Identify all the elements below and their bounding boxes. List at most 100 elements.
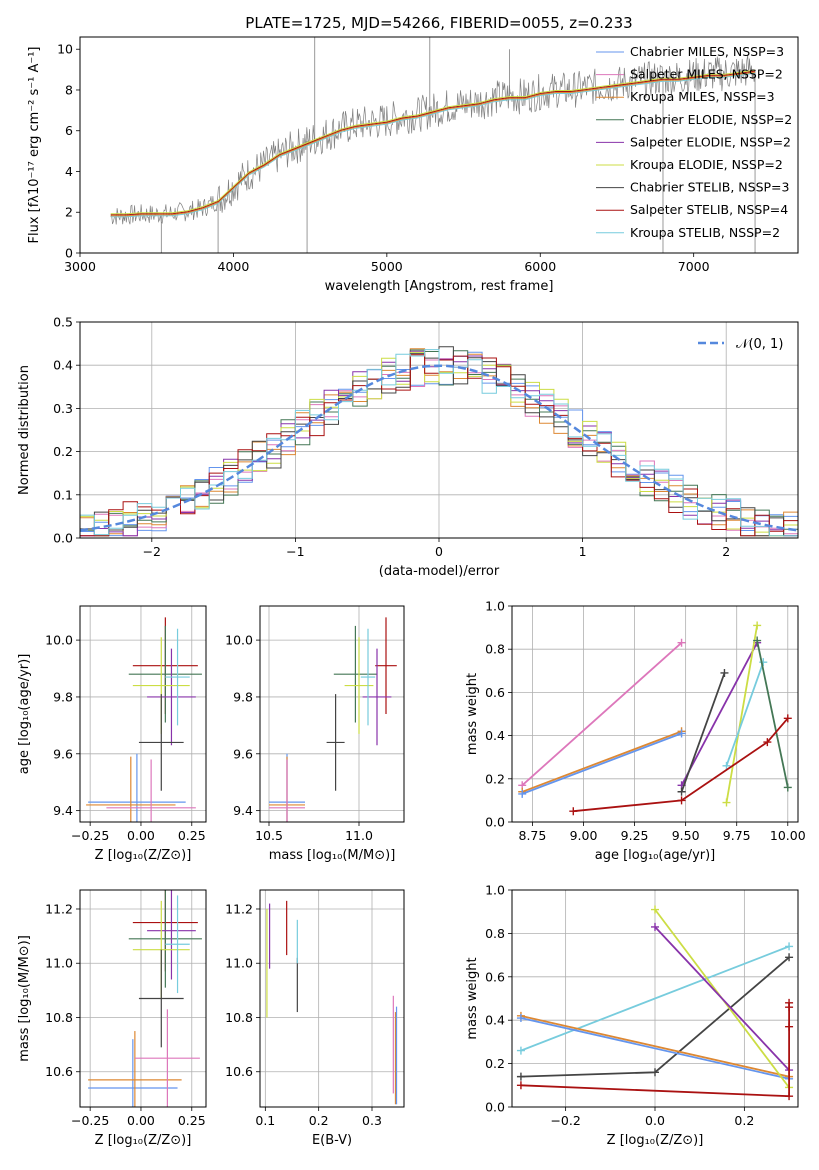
x-axis-label: mass [log₁₀(M/M⊙)] [269, 848, 396, 863]
x-tick-label: 7000 [678, 259, 710, 274]
data-point [326, 694, 345, 791]
data-point [147, 648, 196, 746]
x-tick-label: 9.75 [723, 828, 751, 843]
plot-area [516, 905, 794, 1101]
x-axis-label: E(B-V) [312, 1133, 352, 1148]
data-spectrum-line [110, 54, 756, 225]
y-tick-label: 1.0 [485, 883, 505, 898]
y-tick-label: 2 [65, 205, 73, 220]
y-axis-label: Normed distribution [17, 365, 32, 495]
x-tick-label: 8.75 [519, 828, 547, 843]
chart-mass-vs-EBV: 0.1 0.2 0.3 10.6 10.8 11.0 11.2 E(B-V) [225, 889, 405, 1148]
weight-marker [518, 789, 527, 798]
data-point [128, 890, 202, 988]
legend-entry: Chabrier STELIB, NSSP=3 [630, 180, 790, 195]
x-axis-label: Z [log₁₀(Z/Z⊙)] [95, 1133, 192, 1148]
chart-age-vs-Z: −0.25 0.00 0.25 9.4 9.6 9.8 10.0 Z [log₁₀(Z/Z⊙)… [17, 605, 207, 863]
y-tick-label: 10.8 [225, 1010, 253, 1025]
legend-entry: Kroupa STELIB, NSSP=2 [630, 225, 780, 240]
axes-frame [511, 605, 799, 823]
plot-area [518, 621, 792, 816]
data-point [128, 625, 202, 723]
gaussian-curve [80, 364, 798, 532]
data-point [344, 637, 374, 734]
residual-histogram [80, 349, 798, 537]
x-tick-label: −0.2 [550, 1113, 580, 1128]
y-tick-label: 0.6 [485, 685, 505, 700]
legend-entry: 𝒩(0, 1) [736, 337, 783, 352]
weight-marker [516, 1046, 525, 1055]
weight-line [520, 945, 790, 1052]
model-spectrum-line [110, 69, 756, 215]
weight-marker [753, 636, 762, 645]
legend-entry: Kroupa MILES, NSSP=3 [630, 89, 775, 104]
weight-line [521, 730, 682, 793]
y-axis-label: mass [log₁₀(M/M⊙)] [17, 935, 32, 1062]
y-tick-label: 9.4 [233, 803, 253, 818]
weight-marker [516, 1072, 525, 1081]
weight-line [680, 642, 758, 786]
x-tick-label: −2 [143, 544, 161, 559]
data-point [88, 1031, 182, 1107]
y-tick-label: 10.8 [45, 1010, 73, 1025]
data-point [86, 756, 176, 822]
weight-marker [569, 807, 578, 816]
y-tick-label: 0.0 [485, 815, 505, 830]
x-tick-label: 0.2 [309, 1113, 329, 1128]
y-tick-label: 0 [65, 246, 73, 261]
weight-marker [785, 1092, 794, 1101]
y-tick-label: 0.4 [485, 1013, 505, 1028]
y-tick-label: 8 [65, 82, 73, 97]
plot-area [88, 890, 202, 1107]
chart-weight-vs-Z: −0.2 0.0 0.2 0.0 0.2 0.4 0.6 0.8 1.0 Z [log₁₀(Z/Z… [465, 883, 799, 1148]
x-tick-label: 6000 [524, 259, 556, 274]
model-spectrum-line [110, 71, 756, 217]
x-tick-label: −1 [286, 544, 304, 559]
y-tick-label: 11.0 [225, 956, 253, 971]
plot-area [110, 37, 756, 253]
x-tick-label: −0.25 [71, 828, 109, 843]
y-tick-label: 0.8 [485, 642, 505, 657]
data-point [88, 1039, 178, 1107]
legend-entry: Salpeter MILES, NSSP=2 [630, 67, 783, 82]
x-tick-label: 11.0 [345, 828, 373, 843]
x-tick-label: 9.50 [672, 828, 700, 843]
weight-marker [516, 1014, 525, 1023]
axes-frame [259, 605, 405, 823]
x-tick-label: 0.1 [255, 1113, 275, 1128]
data-point [375, 617, 397, 714]
legend-entry: Chabrier ELODIE, NSSP=2 [630, 112, 792, 127]
x-tick-label: 9.00 [570, 828, 598, 843]
weight-line [521, 732, 682, 795]
axes-frame [79, 889, 207, 1108]
x-axis-label: wavelength [Angstrom, rest frame] [325, 279, 554, 294]
data-point [134, 1009, 200, 1107]
x-axis-label: Z [log₁₀(Z/Z⊙)] [607, 1133, 704, 1148]
y-tick-label: 11.0 [45, 956, 73, 971]
weight-marker [785, 1022, 794, 1031]
weight-line [573, 717, 789, 813]
x-tick-label: 10.00 [770, 828, 806, 843]
legend: Chabrier MILES, NSSP=3 Salpeter MILES, NS… [596, 44, 792, 240]
x-tick-label: 1 [579, 544, 587, 559]
weight-marker [516, 1081, 525, 1090]
weight-marker [720, 668, 729, 677]
y-tick-label: 4 [65, 164, 73, 179]
x-tick-label: 2 [722, 544, 730, 559]
chart-weight-vs-age: 8.75 9.00 9.25 9.50 9.75 10.00 0.0 0.2 0.4 0.6 0.8… [465, 599, 806, 864]
y-tick-label: 10.0 [45, 633, 73, 648]
x-axis-label: age [log₁₀(age/yr)] [595, 848, 716, 863]
chart-mass-vs-Z: −0.25 0.00 0.25 10.6 10.8 11.0 11.2 Z [log₁₀(Z/… [17, 889, 207, 1148]
y-tick-label: 10.0 [225, 633, 253, 648]
x-tick-label: 0.25 [178, 828, 206, 843]
weight-line [520, 1015, 790, 1078]
x-axis-label: (data-model)/error [379, 564, 500, 579]
data-point [138, 949, 184, 1048]
x-tick-label: 0.2 [734, 1113, 754, 1128]
weight-line [725, 661, 765, 767]
legend-entry: Chabrier MILES, NSSP=3 [630, 44, 784, 59]
weight-marker [677, 729, 686, 738]
plot-area [266, 900, 398, 1105]
weight-marker [763, 738, 772, 747]
